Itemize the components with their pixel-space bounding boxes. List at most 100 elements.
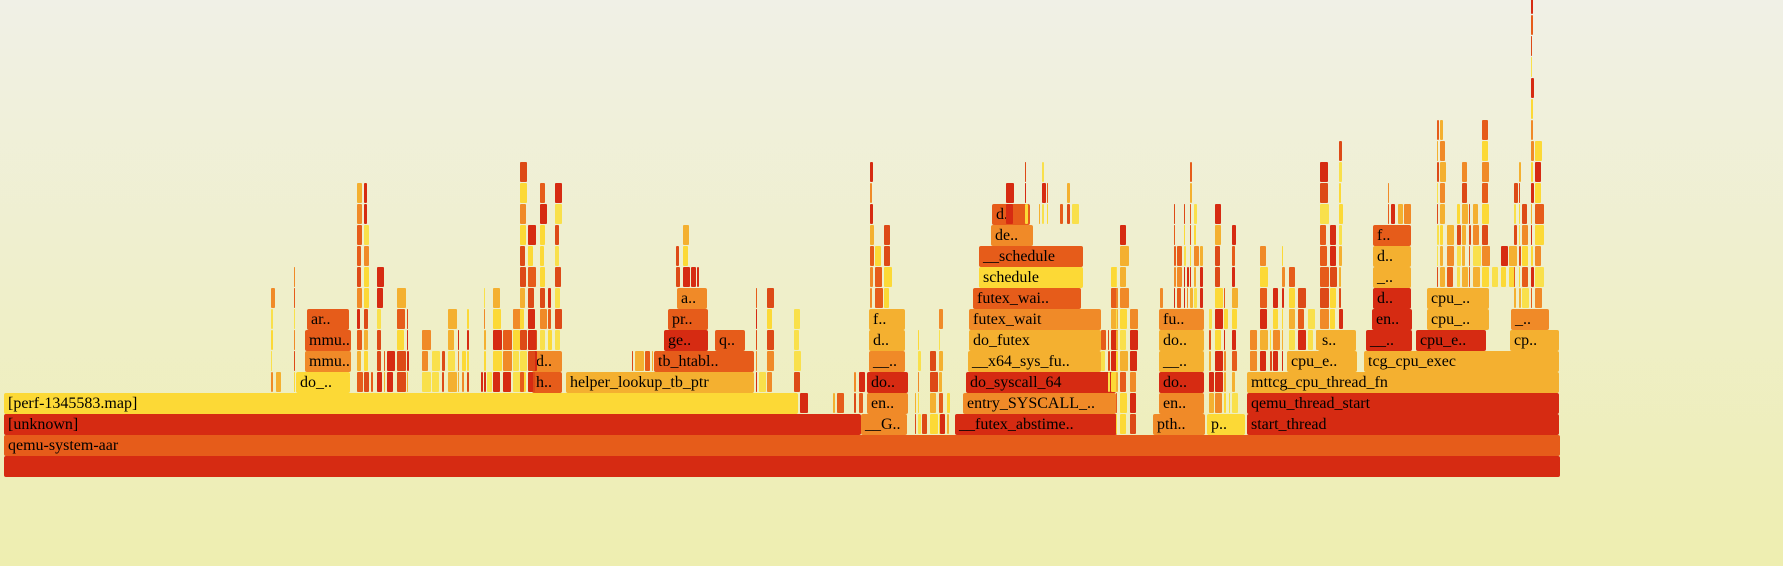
frame-cpu-e-1[interactable]: cpu_e.. (1287, 351, 1357, 372)
frame-q[interactable]: q.. (715, 330, 745, 351)
frame-en-1[interactable]: en.. (867, 393, 908, 414)
frame-qemu-system-aar[interactable]: qemu-system-aar (4, 435, 1560, 456)
frame-dunder-1[interactable]: __.. (869, 351, 905, 372)
stack-sliver (1522, 267, 1528, 287)
stack-sliver (357, 351, 361, 371)
stack-sliver (1194, 204, 1197, 224)
frame-ge[interactable]: ge.. (664, 330, 708, 351)
frame-mttcg-cpu-thread-fn[interactable]: mttcg_cpu_thread_fn (1247, 372, 1559, 393)
stack-sliver (676, 246, 679, 266)
frame-fu[interactable]: fu.. (1159, 309, 1204, 330)
frame-f-1[interactable]: f.. (869, 309, 905, 330)
stack-sliver (467, 372, 469, 392)
stack-sliver (1440, 183, 1445, 203)
frame-do-2[interactable]: do.. (1159, 372, 1204, 393)
stack-sliver (1482, 225, 1488, 245)
frame-schedule[interactable]: __schedule (979, 246, 1083, 267)
frame-do-3[interactable]: do.. (1159, 330, 1204, 351)
frame-a[interactable]: a.. (677, 288, 707, 309)
stack-sliver (915, 414, 916, 434)
stack-sliver (837, 393, 844, 413)
frame-pr[interactable]: pr.. (668, 309, 708, 330)
stack-sliver (1462, 204, 1468, 224)
frame-d-1[interactable]: d.. (532, 351, 562, 372)
frame-do-1[interactable]: do.. (867, 372, 908, 393)
stack-sliver (939, 330, 940, 350)
stack-sliver (1282, 330, 1283, 350)
frame-cpu-1[interactable]: cpu_.. (1427, 309, 1489, 330)
stack-sliver (1006, 204, 1013, 224)
frame-futex-wait[interactable]: futex_wait (969, 309, 1101, 330)
frame-unknown[interactable]: [unknown] (4, 414, 861, 435)
frame-perf-map[interactable]: [perf-1345583.map] (4, 393, 798, 414)
frame-futex-wai[interactable]: futex_wai.. (973, 288, 1081, 309)
stack-sliver (1462, 162, 1467, 182)
frame-qemu-thread-start[interactable]: qemu_thread_start (1247, 393, 1559, 414)
stack-sliver (1187, 267, 1189, 287)
stack-sliver (1042, 183, 1046, 203)
stack-sliver (1260, 288, 1267, 308)
frame-do-futex[interactable]: do_futex (969, 330, 1101, 351)
frame-s[interactable]: s.. (1318, 330, 1356, 351)
stack-sliver (1509, 267, 1515, 287)
frame-dunder-2[interactable]: __.. (1159, 351, 1204, 372)
frame-dunder-3[interactable]: __.. (1366, 330, 1412, 351)
stack-sliver (1531, 57, 1532, 77)
frame-do-syscall[interactable]: do_syscall_64 (966, 372, 1116, 393)
stack-sliver (467, 330, 469, 350)
stack-sliver (540, 225, 545, 245)
frame-en-2[interactable]: en.. (1159, 393, 1204, 414)
stack-sliver (520, 267, 526, 287)
stack-sliver (1215, 267, 1220, 287)
stack-sliver (1320, 183, 1328, 203)
frame-dunder-4[interactable]: _.. (1373, 267, 1411, 288)
stack-sliver (357, 204, 362, 224)
stack-sliver (1120, 414, 1126, 434)
stack-sliver (859, 393, 863, 413)
frame-entry-syscall[interactable]: entry_SYSCALL_.. (963, 393, 1116, 414)
frame-mmu-2[interactable]: mmu.. (305, 330, 351, 351)
frame-helper-lookup[interactable]: helper_lookup_tb_ptr (566, 372, 754, 393)
frame-cp[interactable]: cp.. (1510, 330, 1559, 351)
stack-sliver (794, 330, 799, 350)
frame-cpu-e-2[interactable]: cpu_e.. (1416, 330, 1486, 351)
stack-sliver (1006, 183, 1014, 203)
stack-sliver (1025, 162, 1026, 182)
frame-x64-sys-fu[interactable]: __x64_sys_fu.. (968, 351, 1101, 372)
stack-sliver (1482, 183, 1488, 203)
stack-sliver (635, 351, 644, 371)
frame-d-2[interactable]: d.. (869, 330, 905, 351)
frame-h[interactable]: h.. (532, 372, 562, 393)
frame-schedule[interactable]: schedule (979, 267, 1083, 288)
stack-sliver (1130, 309, 1138, 329)
frame-underscore-1[interactable]: _.. (1511, 309, 1549, 330)
stack-sliver (1177, 288, 1181, 308)
stack-sliver (1250, 330, 1257, 350)
stack-sliver (794, 372, 800, 392)
frame-en-3[interactable]: en.. (1372, 309, 1412, 330)
frame-cpu-2[interactable]: cpu_.. (1427, 288, 1489, 309)
frame-f-2[interactable]: f.. (1373, 225, 1411, 246)
frame-p[interactable]: p.. (1207, 414, 1245, 435)
stack-sliver (1190, 162, 1192, 182)
stack-sliver (523, 372, 526, 392)
frame-d-4[interactable]: d.. (1373, 288, 1411, 309)
frame-mmu-1[interactable]: mmu.. (305, 351, 351, 372)
frame-root[interactable] (4, 456, 1560, 477)
stack-sliver (555, 225, 559, 245)
stack-sliver (520, 351, 527, 371)
frame-futex-abstime[interactable]: __futex_abstime.. (955, 414, 1117, 435)
frame-do-underscore[interactable]: do_.. (296, 372, 350, 393)
frame-tb-htabl[interactable]: tb_htabl.. (654, 351, 754, 372)
frame-ar[interactable]: ar.. (307, 309, 349, 330)
frame-pth[interactable]: pth.. (1153, 414, 1205, 435)
stack-sliver (1224, 372, 1226, 392)
frame-start-thread[interactable]: start_thread (1247, 414, 1559, 435)
frame-g[interactable]: __G.. (861, 414, 907, 435)
frame-d-5[interactable]: d.. (1373, 246, 1411, 267)
stack-sliver (1535, 183, 1541, 203)
stack-sliver (1501, 246, 1508, 266)
frame-tcg-cpu-exec[interactable]: tcg_cpu_exec (1364, 351, 1559, 372)
stack-sliver (555, 246, 559, 266)
frame-de[interactable]: de.. (991, 225, 1033, 246)
